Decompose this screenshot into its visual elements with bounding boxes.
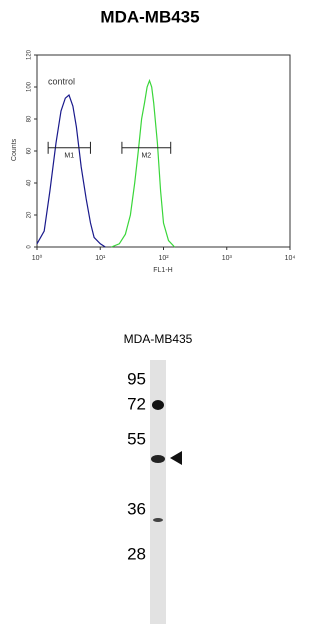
mw-marker-label: 55 xyxy=(127,429,146,448)
x-tick-label: 10⁰ xyxy=(32,254,43,262)
histogram-line xyxy=(111,81,174,247)
x-tick-label: 10⁴ xyxy=(285,255,296,262)
gate-label: M2 xyxy=(141,153,151,160)
figure: MDA-MB435 control FL1-H Counts MDA-MB435… xyxy=(0,0,300,624)
histogram-line xyxy=(37,95,105,247)
y-tick-label: 40 xyxy=(27,179,33,186)
y-axis-label: Counts xyxy=(11,138,18,161)
blot-band xyxy=(153,518,163,522)
annotation: control xyxy=(48,76,75,86)
y-tick-label: 60 xyxy=(27,147,33,154)
x-tick-label: 10³ xyxy=(222,255,233,262)
y-tick-label: 100 xyxy=(27,81,33,92)
y-tick-label: 0 xyxy=(27,245,33,249)
mw-marker-label: 28 xyxy=(127,544,146,563)
y-tick-label: 120 xyxy=(27,49,33,60)
mw-marker-label: 95 xyxy=(127,369,146,388)
x-tick-label: 10¹ xyxy=(95,255,106,262)
y-tick-label: 20 xyxy=(27,211,33,218)
gate-label: M1 xyxy=(64,153,74,160)
blot-lane xyxy=(150,360,166,624)
x-axis-label: FL1-H xyxy=(153,267,172,274)
blot-band xyxy=(151,455,165,463)
x-tick-label: 10² xyxy=(158,255,169,262)
mw-marker-label: 72 xyxy=(127,394,146,413)
lane-label: MDA-MB435 xyxy=(124,332,193,346)
chart-title: MDA-MB435 xyxy=(100,7,199,26)
blot-band xyxy=(152,400,164,410)
y-tick-label: 80 xyxy=(27,115,33,122)
mw-marker-label: 36 xyxy=(127,499,146,518)
band-arrow xyxy=(170,451,182,465)
